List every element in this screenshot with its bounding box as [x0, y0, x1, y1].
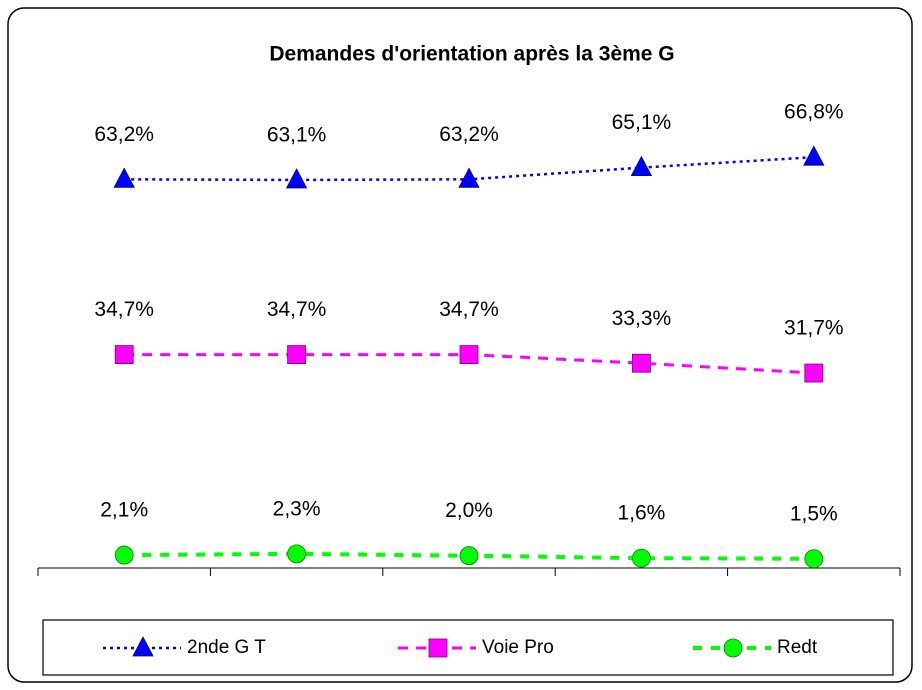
chart-title: Demandes d'orientation après la 3ème G [269, 43, 674, 66]
point [287, 345, 307, 364]
legend-marker [723, 638, 743, 658]
point [632, 548, 651, 568]
data-label: 1,6% [617, 502, 665, 525]
data-label: 65,1% [612, 111, 672, 134]
data-label: 1,5% [790, 502, 838, 525]
point [632, 353, 651, 373]
legend-label: 2nde G T [187, 637, 266, 658]
data-label: 34,7% [94, 298, 154, 321]
legend-label: Redt [777, 637, 818, 658]
point [287, 544, 307, 564]
data-label: 33,3% [612, 307, 672, 330]
point [458, 167, 480, 188]
data-label: 34,7% [439, 298, 499, 321]
data-label: 2,1% [100, 499, 148, 522]
data-label: 31,7% [784, 317, 844, 340]
data-label: 66,8% [784, 101, 844, 124]
data-label: 63,2% [94, 123, 154, 146]
point [459, 546, 479, 566]
point [804, 549, 824, 569]
data-label: 2,3% [273, 497, 321, 520]
data-label: 63,1% [267, 123, 327, 146]
point [459, 345, 479, 364]
point [804, 363, 824, 383]
chart-frame [7, 7, 913, 683]
point [803, 145, 825, 166]
point [113, 167, 135, 188]
data-label: 2,0% [445, 499, 493, 522]
data-label: 63,2% [439, 123, 499, 146]
legend-marker [428, 638, 448, 658]
point [285, 168, 308, 189]
data-label: 34,7% [267, 298, 327, 321]
legend-marker [132, 636, 154, 657]
point [114, 545, 134, 565]
legend-label: Voie Pro [482, 637, 554, 658]
point [630, 155, 653, 177]
point [114, 345, 134, 364]
